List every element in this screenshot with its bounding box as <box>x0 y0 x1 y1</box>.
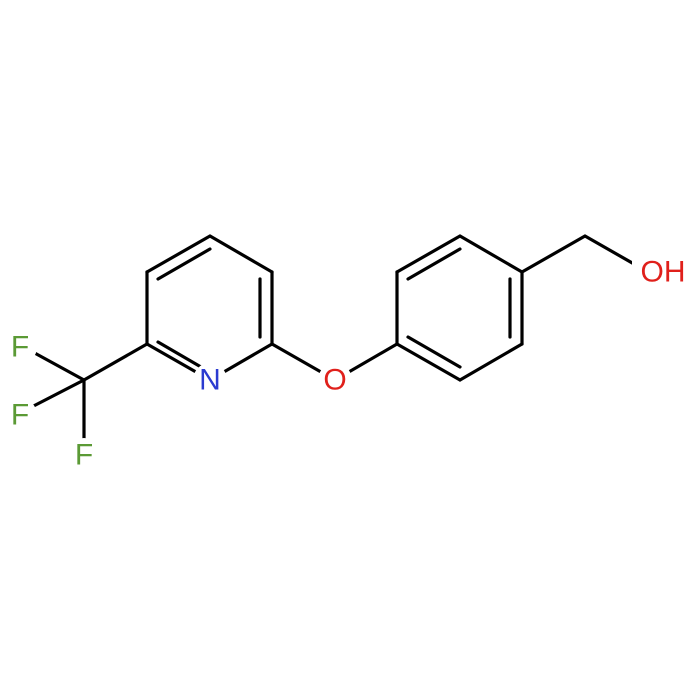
atom-label: F <box>75 439 93 472</box>
atom-label: F <box>11 399 29 432</box>
label-masks <box>3 252 694 472</box>
bonds <box>18 234 650 454</box>
atom-label: N <box>199 364 221 397</box>
atom-label: OH <box>641 256 686 289</box>
atom-label: O <box>323 364 346 397</box>
atom-label: F <box>11 331 29 364</box>
